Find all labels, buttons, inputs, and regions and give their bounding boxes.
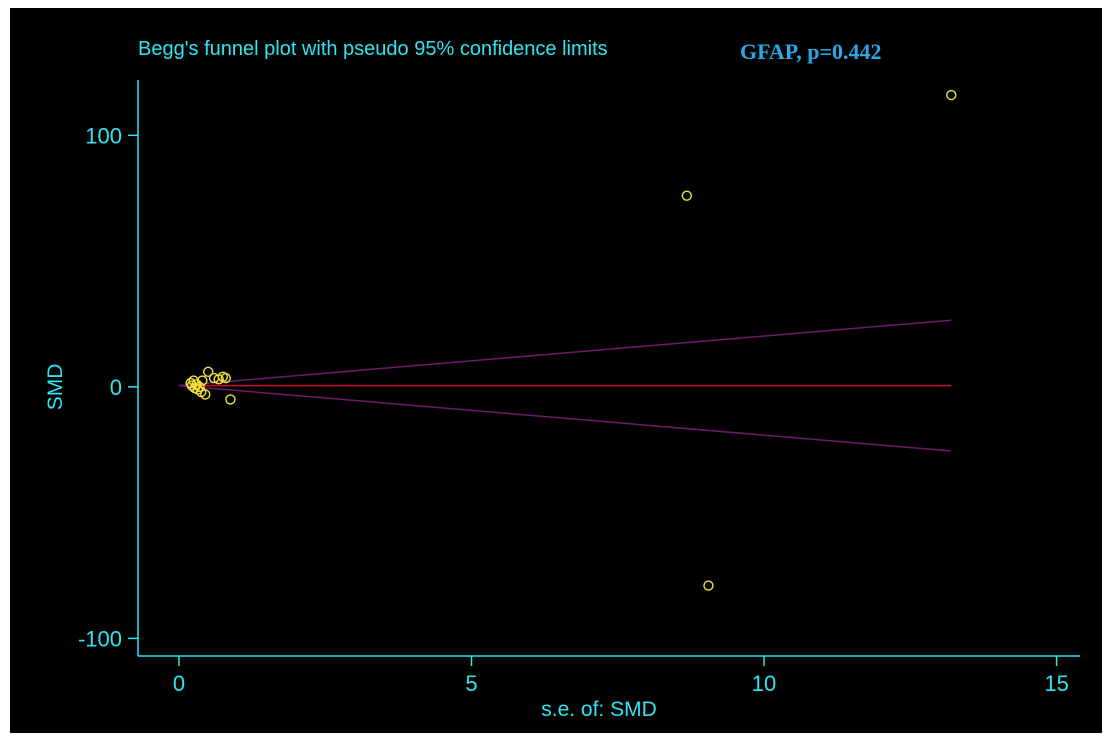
upper-confidence-limit [178,319,952,387]
study-point [225,394,236,405]
study-point [203,366,214,377]
study-point [681,190,693,201]
x-tick-label: 15 [1044,671,1068,696]
limits-layer [178,319,952,452]
y-axis-label: SMD [44,364,67,411]
study-point [220,372,231,384]
x-tick-label: 10 [752,671,776,696]
x-axis-label: s.e. of: SMD [541,698,657,721]
chart-subtitle: GFAP, p=0.442 [740,39,882,64]
points-layer [185,89,957,591]
study-point [703,580,714,591]
study-point [200,389,211,400]
plot-frame: 0 5 10 15 -100 0 100 s.e. of: SMD SMD Begg's fun… [10,8,1102,733]
axes-layer: 0 5 10 15 -100 0 100 s.e. of: SMD SMD [44,80,1080,721]
x-tick-label: 5 [465,671,477,696]
lower-confidence-limit [178,384,952,452]
study-point [197,375,208,386]
study-point [946,89,957,101]
study-point [194,381,205,393]
y-tick-label: 100 [85,123,122,148]
funnel-plot: 0 5 10 15 -100 0 100 s.e. of: SMD SMD [44,80,1080,721]
y-tick-label: -100 [78,626,122,651]
x-tick-label: 0 [173,671,185,696]
chart-title: Begg's funnel plot with pseudo 95% confi… [138,38,608,60]
y-tick-label: 0 [110,375,122,400]
